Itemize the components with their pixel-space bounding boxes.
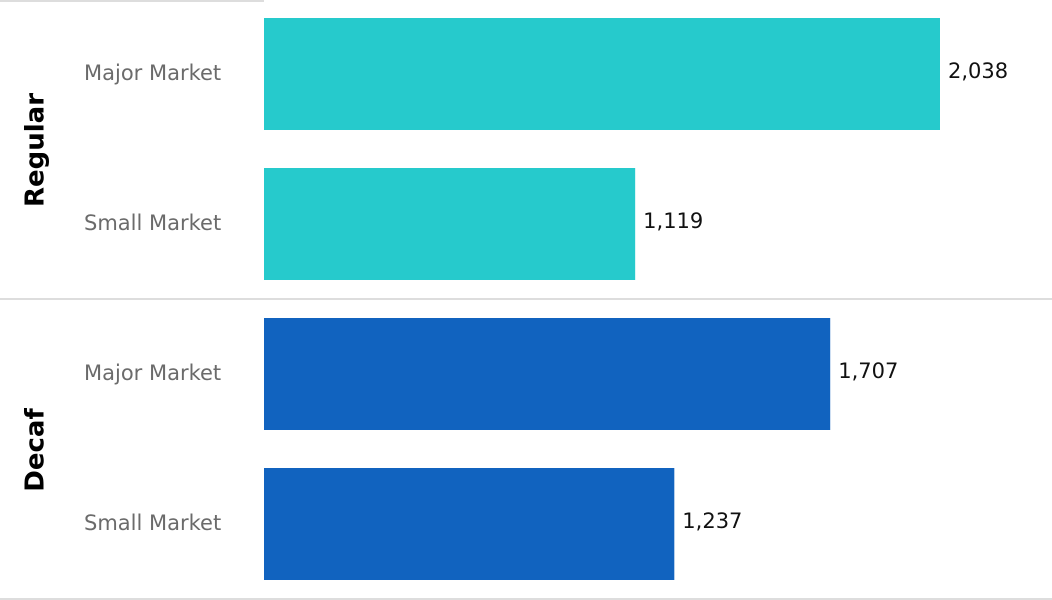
category-label: Small Market (84, 211, 221, 235)
bar (264, 318, 831, 430)
group-label: Regular (21, 93, 51, 207)
group-label: Decaf (21, 408, 51, 492)
bar (264, 468, 675, 580)
value-label: 1,237 (682, 509, 742, 533)
value-label: 1,707 (838, 359, 898, 383)
value-label: 1,119 (643, 209, 703, 233)
bar (264, 18, 940, 130)
value-label: 2,038 (948, 59, 1008, 83)
category-label: Small Market (84, 511, 221, 535)
bar (264, 168, 636, 280)
category-label: Major Market (84, 361, 221, 385)
category-label: Major Market (84, 61, 221, 85)
